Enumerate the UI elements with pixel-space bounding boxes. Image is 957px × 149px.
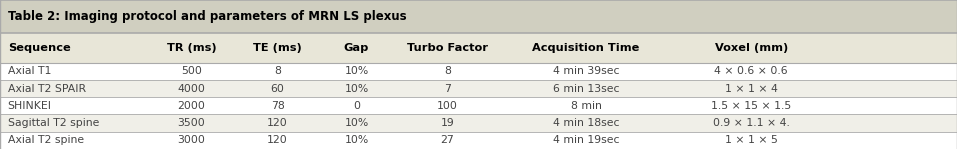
Text: 100: 100	[437, 101, 457, 111]
Bar	[0, 132, 957, 149]
Text: 500: 500	[181, 66, 202, 76]
Text: 60: 60	[271, 83, 284, 94]
Text: 0: 0	[353, 101, 360, 111]
Text: Voxel (mm): Voxel (mm)	[715, 43, 788, 53]
Text: 27: 27	[440, 135, 455, 145]
Bar	[0, 114, 957, 132]
Text: 8: 8	[274, 66, 281, 76]
Text: 3000: 3000	[177, 135, 206, 145]
Text: Axial T2 SPAIR: Axial T2 SPAIR	[8, 83, 86, 94]
Text: 6 min 13sec: 6 min 13sec	[553, 83, 619, 94]
Text: TR (ms): TR (ms)	[167, 43, 216, 53]
Text: 10%: 10%	[345, 118, 368, 128]
Text: Acquisition Time: Acquisition Time	[532, 43, 640, 53]
Text: 120: 120	[267, 118, 288, 128]
Bar	[0, 80, 957, 97]
Text: 4 min 18sec: 4 min 18sec	[553, 118, 619, 128]
Text: Sequence: Sequence	[8, 43, 71, 53]
Text: 1.5 × 15 × 1.5: 1.5 × 15 × 1.5	[711, 101, 791, 111]
Bar	[0, 97, 957, 114]
Bar	[0, 63, 957, 80]
Text: 4 min 19sec: 4 min 19sec	[553, 135, 619, 145]
Text: Gap: Gap	[344, 43, 369, 53]
Text: 1 × 1 × 5: 1 × 1 × 5	[724, 135, 778, 145]
Text: Axial T2 spine: Axial T2 spine	[8, 135, 84, 145]
Text: 78: 78	[271, 101, 284, 111]
Text: 10%: 10%	[345, 83, 368, 94]
Text: Sagittal T2 spine: Sagittal T2 spine	[8, 118, 99, 128]
Text: Axial T1: Axial T1	[8, 66, 51, 76]
Text: 10%: 10%	[345, 66, 368, 76]
Text: 2000: 2000	[177, 101, 206, 111]
Text: 120: 120	[267, 135, 288, 145]
Text: 7: 7	[444, 83, 451, 94]
Bar	[0, 33, 957, 63]
Bar	[0, 0, 957, 33]
Text: 4 min 39sec: 4 min 39sec	[553, 66, 619, 76]
Text: 0.9 × 1.1 × 4.: 0.9 × 1.1 × 4.	[713, 118, 790, 128]
Text: 4000: 4000	[177, 83, 206, 94]
Text: SHINKEI: SHINKEI	[8, 101, 52, 111]
Text: 10%: 10%	[345, 135, 368, 145]
Text: 1 × 1 × 4: 1 × 1 × 4	[724, 83, 778, 94]
Text: 19: 19	[440, 118, 455, 128]
Text: 3500: 3500	[178, 118, 205, 128]
Text: Table 2: Imaging protocol and parameters of MRN LS plexus: Table 2: Imaging protocol and parameters…	[8, 10, 407, 23]
Text: 8 min: 8 min	[570, 101, 602, 111]
Text: 4 × 0.6 × 0.6: 4 × 0.6 × 0.6	[715, 66, 788, 76]
Text: 8: 8	[444, 66, 451, 76]
Text: TE (ms): TE (ms)	[254, 43, 301, 53]
Text: Turbo Factor: Turbo Factor	[407, 43, 488, 53]
